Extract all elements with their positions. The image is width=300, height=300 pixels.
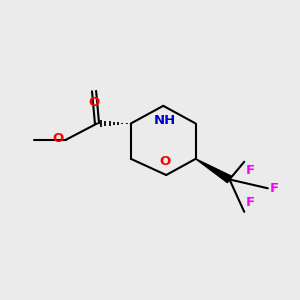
Text: O: O xyxy=(52,132,63,145)
Text: NH: NH xyxy=(154,114,176,127)
Text: F: F xyxy=(270,182,279,195)
Text: O: O xyxy=(88,96,100,110)
Polygon shape xyxy=(196,159,232,183)
Text: F: F xyxy=(246,164,255,177)
Text: F: F xyxy=(246,196,255,209)
Text: O: O xyxy=(159,155,170,168)
